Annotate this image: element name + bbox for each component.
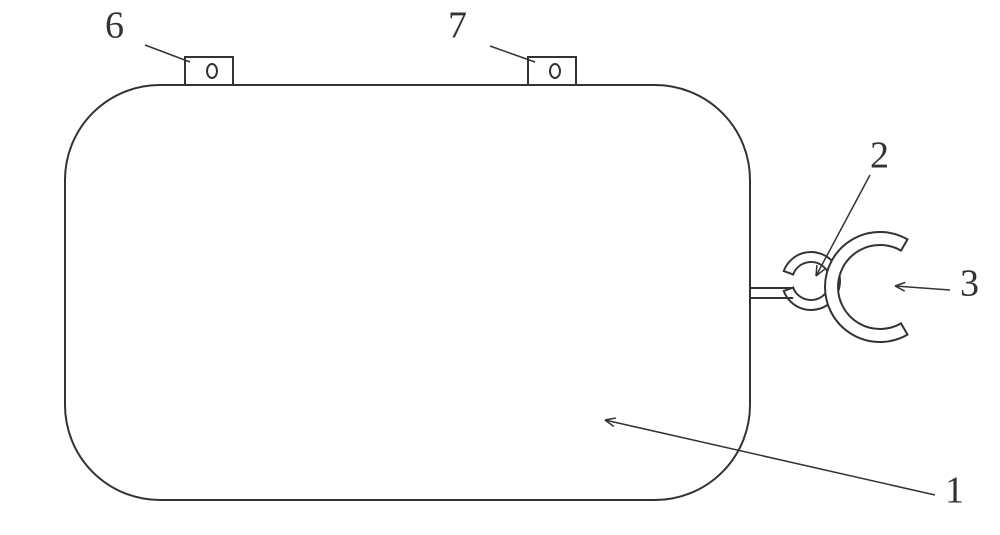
mounting-tab-1: [185, 57, 233, 85]
leader-3: [895, 286, 950, 290]
label-7: 7: [448, 4, 467, 46]
leader-1: [605, 420, 935, 495]
leader-7: [490, 46, 535, 62]
label-6: 6: [105, 4, 124, 46]
main-body: [65, 85, 750, 500]
patent-diagram: 6 7 2 3 1: [0, 0, 1000, 535]
label-2: 2: [870, 134, 889, 176]
c-clip: [825, 232, 908, 342]
mounting-tab-2: [528, 57, 576, 85]
label-3: 3: [960, 262, 979, 304]
label-1: 1: [945, 469, 964, 511]
leader-6: [145, 45, 190, 62]
